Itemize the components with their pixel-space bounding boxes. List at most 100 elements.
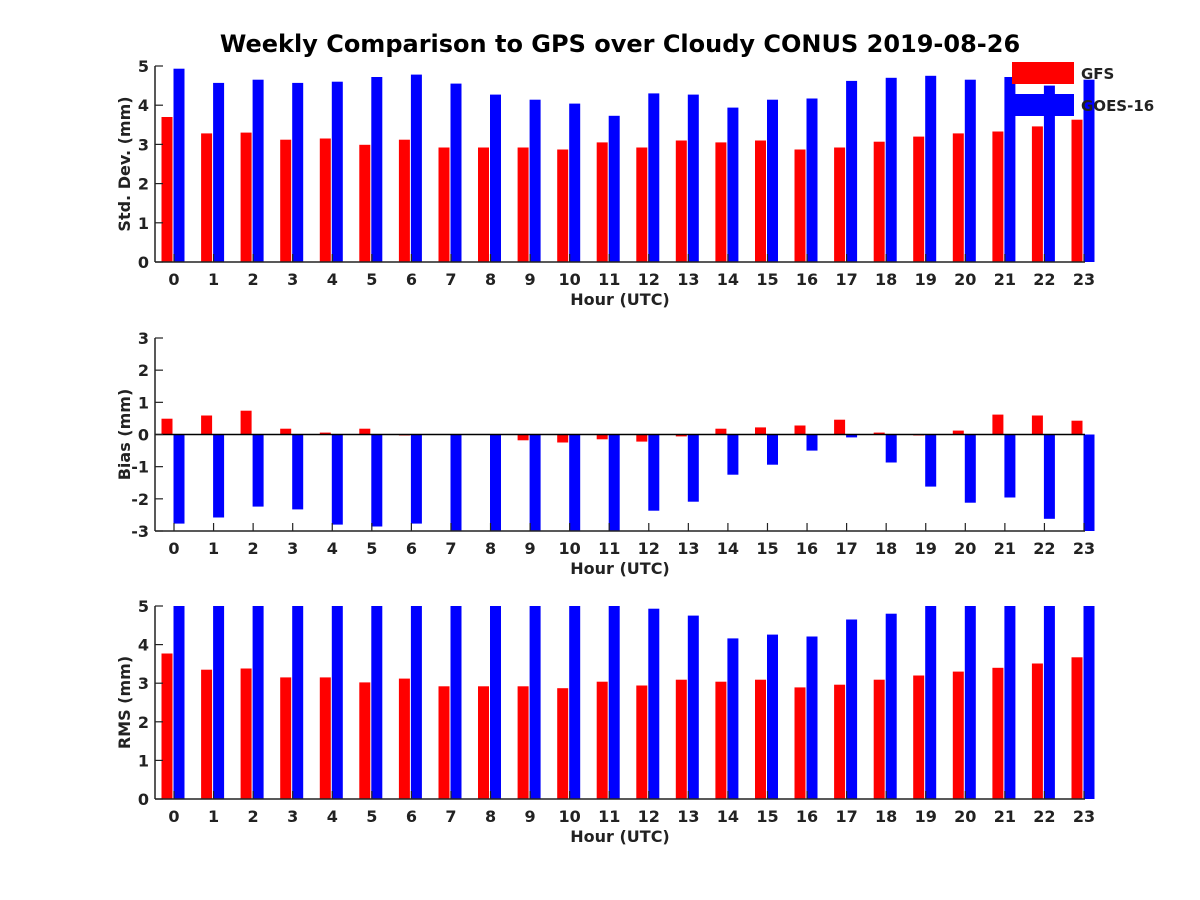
bar-gfs-14 <box>715 428 727 435</box>
bar-goes-16-23 <box>1083 434 1095 531</box>
x-tick-label: 10 <box>559 807 581 826</box>
bar-goes-16-19 <box>925 434 937 487</box>
bar-gfs-3 <box>280 677 292 799</box>
bar-goes-16-10 <box>569 103 581 262</box>
bar-goes-16-14 <box>727 107 739 262</box>
bar-goes-16-5 <box>371 434 383 527</box>
bar-goes-16-15 <box>767 634 778 799</box>
x-tick-label: 2 <box>248 807 259 826</box>
bar-goes-16-19 <box>925 606 937 799</box>
x-tick-label: 11 <box>598 807 620 826</box>
bar-goes-16-2 <box>252 79 264 262</box>
bar-gfs-0 <box>161 653 173 799</box>
bar-goes-16-20 <box>964 79 976 262</box>
bar-goes-16-10 <box>569 606 581 799</box>
bar-gfs-10 <box>557 149 569 262</box>
y-tick-label: 1 <box>138 393 149 412</box>
bar-gfs-20 <box>952 671 964 799</box>
bar-goes-16-9 <box>529 434 541 531</box>
bar-gfs-9 <box>517 147 529 262</box>
x-tick-label: 15 <box>756 807 778 826</box>
bar-gfs-7 <box>438 686 450 799</box>
bar-gfs-16 <box>794 149 806 262</box>
x-tick-label: 1 <box>208 270 219 289</box>
bar-goes-16-16 <box>806 434 818 451</box>
x-tick-label: 7 <box>445 807 456 826</box>
bar-goes-16-18 <box>885 434 897 463</box>
bar-gfs-19 <box>913 136 925 262</box>
y-tick-label: 3 <box>138 135 149 154</box>
bar-gfs-10 <box>557 688 569 799</box>
y-tick-label: 2 <box>138 361 149 380</box>
x-tick-label: 23 <box>1073 539 1095 558</box>
bar-goes-16-15 <box>767 99 778 262</box>
y-tick-label: 0 <box>138 253 149 272</box>
bar-gfs-10 <box>557 434 569 443</box>
legend-swatch-gfs <box>1012 62 1074 84</box>
bar-goes-16-20 <box>964 434 976 503</box>
x-tick-label: 22 <box>1033 270 1055 289</box>
bar-gfs-14 <box>715 142 727 262</box>
bar-gfs-17 <box>834 684 846 799</box>
bar-gfs-8 <box>478 147 489 262</box>
bar-gfs-23 <box>1071 420 1083 435</box>
bar-goes-16-7 <box>450 83 462 262</box>
x-axis-label: Hour (UTC) <box>570 290 670 309</box>
bar-goes-16-0 <box>173 434 185 524</box>
bar-goes-16-9 <box>529 99 541 262</box>
bar-gfs-22 <box>1031 126 1043 263</box>
x-tick-label: 5 <box>366 539 377 558</box>
x-tick-label: 8 <box>485 807 496 826</box>
y-tick-label: 4 <box>138 636 149 655</box>
bar-gfs-4 <box>319 677 331 799</box>
x-tick-label: 5 <box>366 807 377 826</box>
bar-goes-16-16 <box>806 98 818 262</box>
x-tick-label: 15 <box>756 270 778 289</box>
x-tick-label: 0 <box>168 539 179 558</box>
legend: GFS GOES-16 <box>1012 62 1154 116</box>
bar-gfs-12 <box>636 147 648 262</box>
x-tick-label: 16 <box>796 270 818 289</box>
bar-gfs-13 <box>675 434 687 437</box>
bar-gfs-21 <box>992 131 1004 262</box>
bar-gfs-5 <box>359 144 371 262</box>
bar-goes-16-8 <box>490 94 501 262</box>
bar-goes-16-21 <box>1004 434 1016 498</box>
x-tick-label: 7 <box>445 539 456 558</box>
x-tick-label: 9 <box>525 539 536 558</box>
bar-gfs-17 <box>834 419 846 435</box>
bar-gfs-0 <box>161 418 173 435</box>
x-tick-label: 19 <box>915 539 937 558</box>
x-tick-label: 18 <box>875 270 897 289</box>
x-tick-label: 6 <box>406 539 417 558</box>
x-tick-label: 22 <box>1033 807 1055 826</box>
x-tick-label: 19 <box>915 807 937 826</box>
bar-goes-16-12 <box>648 93 660 263</box>
bar-goes-16-14 <box>727 638 739 799</box>
x-tick-label: 13 <box>677 807 699 826</box>
x-tick-label: 16 <box>796 539 818 558</box>
x-tick-label: 19 <box>915 270 937 289</box>
bar-gfs-19 <box>913 675 925 799</box>
x-tick-label: 12 <box>638 807 660 826</box>
x-tick-label: 5 <box>366 270 377 289</box>
x-tick-label: 0 <box>168 807 179 826</box>
x-tick-label: 20 <box>954 270 976 289</box>
bar-gfs-21 <box>992 667 1004 799</box>
bar-gfs-17 <box>834 147 846 262</box>
bar-gfs-2 <box>240 132 252 262</box>
bar-gfs-22 <box>1031 415 1043 435</box>
x-tick-label: 21 <box>994 270 1016 289</box>
x-axis-label: Hour (UTC) <box>570 827 670 846</box>
bar-goes-16-7 <box>450 606 462 799</box>
x-tick-label: 6 <box>406 270 417 289</box>
bar-goes-16-2 <box>252 606 264 799</box>
bar-gfs-5 <box>359 682 371 799</box>
x-tick-label: 22 <box>1033 539 1055 558</box>
x-tick-label: 18 <box>875 539 897 558</box>
bar-gfs-8 <box>478 686 489 799</box>
bar-gfs-5 <box>359 428 371 435</box>
